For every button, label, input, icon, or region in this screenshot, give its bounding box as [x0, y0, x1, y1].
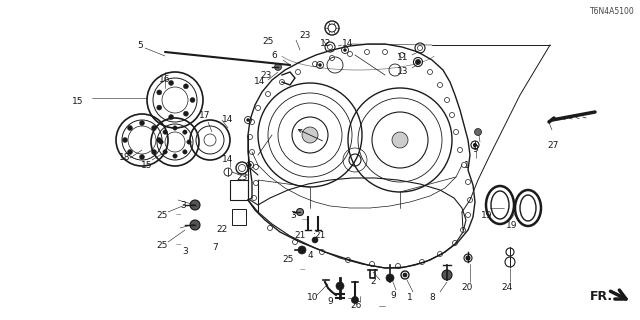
- Text: 13: 13: [397, 68, 409, 76]
- Circle shape: [403, 273, 407, 277]
- Text: 24: 24: [501, 284, 513, 292]
- Text: 19: 19: [506, 220, 518, 229]
- Text: 14: 14: [254, 77, 266, 86]
- Text: —: —: [175, 243, 180, 247]
- Text: 21: 21: [314, 230, 326, 239]
- Text: 1: 1: [407, 293, 413, 302]
- Text: 3: 3: [290, 211, 296, 220]
- Circle shape: [182, 130, 187, 134]
- Text: 25: 25: [156, 211, 168, 220]
- Circle shape: [140, 155, 145, 159]
- Text: 20: 20: [461, 284, 473, 292]
- Text: —: —: [301, 218, 307, 222]
- Text: 15: 15: [141, 161, 153, 170]
- Circle shape: [416, 60, 420, 64]
- Circle shape: [302, 127, 318, 143]
- Text: 12: 12: [320, 39, 332, 49]
- Circle shape: [163, 130, 167, 134]
- Circle shape: [168, 80, 173, 85]
- Text: 23: 23: [236, 172, 248, 181]
- Circle shape: [351, 297, 358, 303]
- Circle shape: [173, 154, 177, 158]
- Circle shape: [157, 105, 162, 110]
- Text: T6N4A5100: T6N4A5100: [589, 7, 634, 17]
- Circle shape: [298, 246, 306, 254]
- Circle shape: [474, 129, 481, 135]
- Circle shape: [163, 150, 167, 154]
- Text: —: —: [300, 268, 305, 273]
- Text: 4: 4: [307, 251, 313, 260]
- Circle shape: [386, 274, 394, 282]
- Text: 5: 5: [137, 42, 143, 51]
- Text: —: —: [378, 303, 385, 309]
- Text: 16: 16: [159, 76, 171, 84]
- Circle shape: [182, 150, 187, 154]
- Circle shape: [190, 200, 200, 210]
- Circle shape: [248, 164, 252, 166]
- Circle shape: [466, 256, 470, 260]
- Text: 8: 8: [429, 293, 435, 302]
- Text: ·: ·: [312, 230, 316, 239]
- Circle shape: [157, 90, 162, 95]
- Circle shape: [392, 132, 408, 148]
- Text: 23: 23: [300, 30, 310, 39]
- Circle shape: [159, 140, 163, 144]
- Circle shape: [246, 118, 250, 122]
- Text: —: —: [175, 212, 180, 218]
- Circle shape: [127, 125, 132, 131]
- Circle shape: [152, 125, 157, 131]
- Text: 21: 21: [294, 230, 306, 239]
- Text: 9: 9: [390, 291, 396, 300]
- Circle shape: [187, 140, 191, 144]
- Circle shape: [140, 121, 145, 125]
- Text: 6: 6: [271, 52, 277, 60]
- Text: 15: 15: [72, 98, 84, 107]
- Text: 10: 10: [307, 293, 319, 302]
- Text: 1: 1: [464, 161, 470, 170]
- Circle shape: [474, 143, 477, 147]
- Text: 9: 9: [472, 146, 478, 155]
- Text: 25: 25: [156, 241, 168, 250]
- Text: 9: 9: [327, 298, 333, 307]
- Circle shape: [296, 209, 303, 215]
- Circle shape: [184, 111, 188, 116]
- Text: 3: 3: [182, 247, 188, 257]
- Circle shape: [442, 270, 452, 280]
- Circle shape: [312, 237, 318, 243]
- Circle shape: [168, 115, 173, 120]
- Circle shape: [184, 84, 188, 89]
- Circle shape: [336, 282, 344, 290]
- Circle shape: [127, 149, 132, 155]
- Text: 22: 22: [216, 226, 228, 235]
- Text: 26: 26: [350, 301, 362, 310]
- Text: 23: 23: [260, 71, 272, 81]
- Circle shape: [152, 149, 157, 155]
- Text: 14: 14: [222, 156, 234, 164]
- Text: 2: 2: [370, 277, 376, 286]
- Text: 25: 25: [282, 255, 294, 265]
- Circle shape: [344, 49, 346, 52]
- Text: 3: 3: [180, 201, 186, 210]
- Circle shape: [173, 126, 177, 130]
- Text: 27: 27: [547, 140, 559, 149]
- Circle shape: [190, 220, 200, 230]
- Text: 25: 25: [262, 37, 274, 46]
- Text: 17: 17: [199, 111, 211, 121]
- Circle shape: [319, 63, 321, 67]
- Text: 7: 7: [212, 243, 218, 252]
- Text: 14: 14: [222, 116, 234, 124]
- Text: 18: 18: [119, 154, 131, 163]
- Text: 19: 19: [481, 211, 493, 220]
- Circle shape: [275, 63, 282, 70]
- Circle shape: [190, 98, 195, 102]
- Circle shape: [157, 138, 161, 142]
- Circle shape: [122, 138, 127, 142]
- Text: 14: 14: [342, 39, 354, 49]
- Text: FR.: FR.: [589, 290, 612, 302]
- Text: 11: 11: [397, 53, 409, 62]
